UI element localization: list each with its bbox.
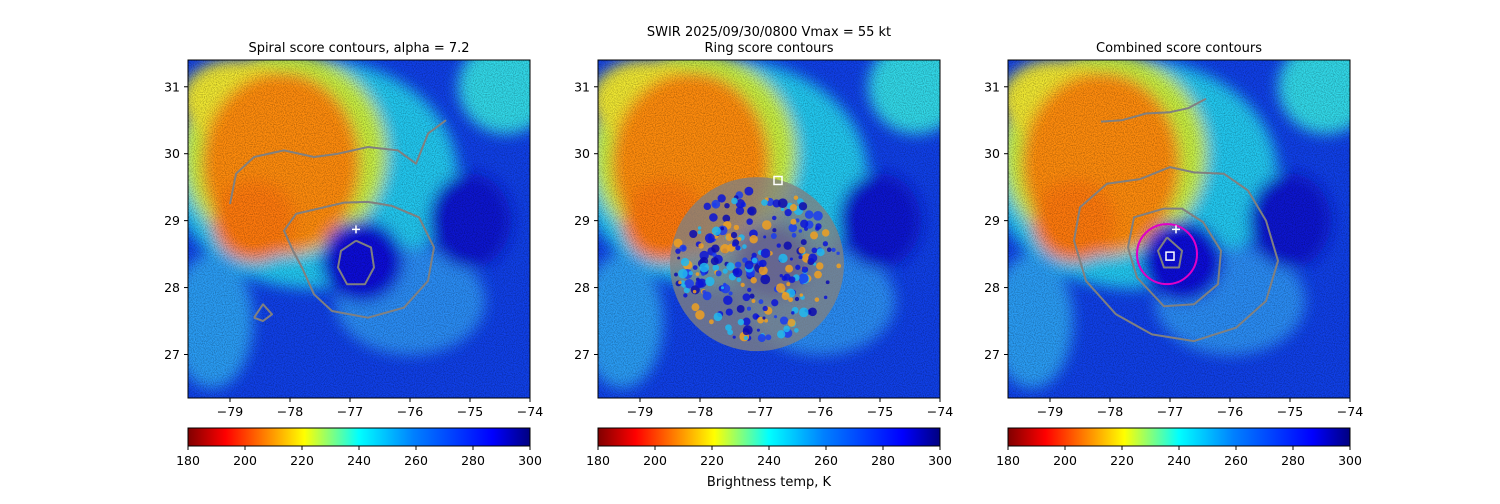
figure-suptitle: SWIR 2025/09/30/0800 Vmax = 55 kt [647, 25, 891, 40]
y-tick-label: 31 [164, 79, 180, 94]
x-tick-label: −74 [517, 404, 543, 419]
colorbar-tick-label: 200 [643, 453, 667, 468]
x-tick-label: −78 [277, 404, 303, 419]
colorbar-tick-label: 300 [928, 453, 952, 468]
y-tick-label: 30 [574, 146, 590, 161]
brightness-temp-image [1008, 60, 1350, 398]
axes-frame [1007, 59, 1351, 399]
contour-inner [337, 239, 375, 286]
x-tick-label: −76 [807, 404, 833, 419]
colorbar-label: Brightness temp, K [707, 475, 832, 490]
x-tick-label: −77 [1157, 404, 1183, 419]
colorbar-tick-label: 280 [871, 453, 895, 468]
x-tick-label: −76 [397, 404, 423, 419]
colorbar-tick-label: 220 [700, 453, 724, 468]
colorbar-tick-label: 200 [233, 453, 257, 468]
colorbar-tick-label: 240 [1167, 453, 1191, 468]
colorbar-tick-label: 240 [757, 453, 781, 468]
brightness-temp-image [598, 60, 940, 398]
colorbar: 180 200 220 240 260 280 300 [176, 427, 542, 468]
panel-title: Ring score contours [704, 41, 833, 56]
panel-title: Spiral score contours, alpha = 7.2 [248, 41, 469, 56]
x-tick-label: −79 [217, 404, 243, 419]
x-tick-label: −75 [457, 404, 483, 419]
colorbar-tick-label: 220 [290, 453, 314, 468]
panel-3: Combined score contours −79 −78 −77 −76 −75 −7… [984, 41, 1363, 468]
x-tick-label: −74 [927, 404, 953, 419]
y-tick-label: 30 [984, 146, 1000, 161]
y-tick-label: 28 [984, 280, 1000, 295]
contour-blob [253, 303, 273, 322]
colorbar-tick-label: 180 [176, 453, 200, 468]
colorbar: 180 200 220 240 260 280 300 [996, 427, 1362, 468]
colorbar-tick-label: 180 [996, 453, 1020, 468]
center-square-marker [1165, 251, 1175, 261]
y-tick-label: 27 [574, 347, 590, 362]
contour-outer [1073, 166, 1279, 343]
colorbar-tick-label: 280 [461, 453, 485, 468]
axes-frame [187, 59, 531, 399]
colorbar-tick-label: 280 [1281, 453, 1305, 468]
y-tick-label: 31 [984, 79, 1000, 94]
y-tick-label: 29 [984, 213, 1000, 228]
colorbar-tick-label: 240 [347, 453, 371, 468]
colorbar-tick-label: 300 [1338, 453, 1362, 468]
colorbar-tick-label: 300 [518, 453, 542, 468]
y-tick-label: 29 [164, 213, 180, 228]
brightness-temp-image [188, 60, 530, 398]
y-tick-label: 27 [164, 347, 180, 362]
x-tick-label: −76 [1217, 404, 1243, 419]
axes-frame [597, 59, 941, 399]
x-tick-label: −77 [747, 404, 773, 419]
center-circle [1136, 223, 1198, 286]
colorbar-tick-label: 260 [814, 453, 838, 468]
center-square-marker [773, 175, 783, 186]
panel-title: Combined score contours [1096, 41, 1262, 56]
x-tick-label: −79 [627, 404, 653, 419]
best-track-plus-marker [1172, 225, 1180, 234]
panel-2: Ring score contours −79 −78 −77 −76 −75 −74 27 2… [574, 41, 953, 468]
colorbar-tick-label: 200 [1053, 453, 1077, 468]
x-tick-label: −74 [1337, 404, 1363, 419]
best-track-plus-marker [352, 225, 360, 234]
colorbar-tick-label: 260 [404, 453, 428, 468]
y-tick-label: 28 [574, 280, 590, 295]
panel-1: Spiral score contours, alpha = 7.2 −79 −78… [164, 41, 543, 468]
y-tick-label: 28 [164, 280, 180, 295]
contour-inner [1157, 236, 1183, 269]
contour-outer [229, 119, 447, 205]
y-tick-label: 27 [984, 347, 1000, 362]
x-tick-label: −78 [687, 404, 713, 419]
y-tick-label: 31 [574, 79, 590, 94]
contour-mid [1127, 207, 1222, 308]
colorbar-tick-label: 260 [1224, 453, 1248, 468]
x-tick-label: −75 [1277, 404, 1303, 419]
colorbar-tick-label: 220 [1110, 453, 1134, 468]
x-tick-label: −77 [337, 404, 363, 419]
colorbar: 180 200 220 240 260 280 300 [586, 427, 952, 468]
x-tick-label: −79 [1037, 404, 1063, 419]
ring-score-contours [670, 177, 844, 352]
contour-north [1100, 97, 1207, 123]
x-tick-label: −78 [1097, 404, 1123, 419]
y-tick-label: 29 [574, 213, 590, 228]
y-tick-label: 30 [164, 146, 180, 161]
x-tick-label: −75 [867, 404, 893, 419]
colorbar-tick-label: 180 [586, 453, 610, 468]
contour-ring [283, 200, 435, 319]
